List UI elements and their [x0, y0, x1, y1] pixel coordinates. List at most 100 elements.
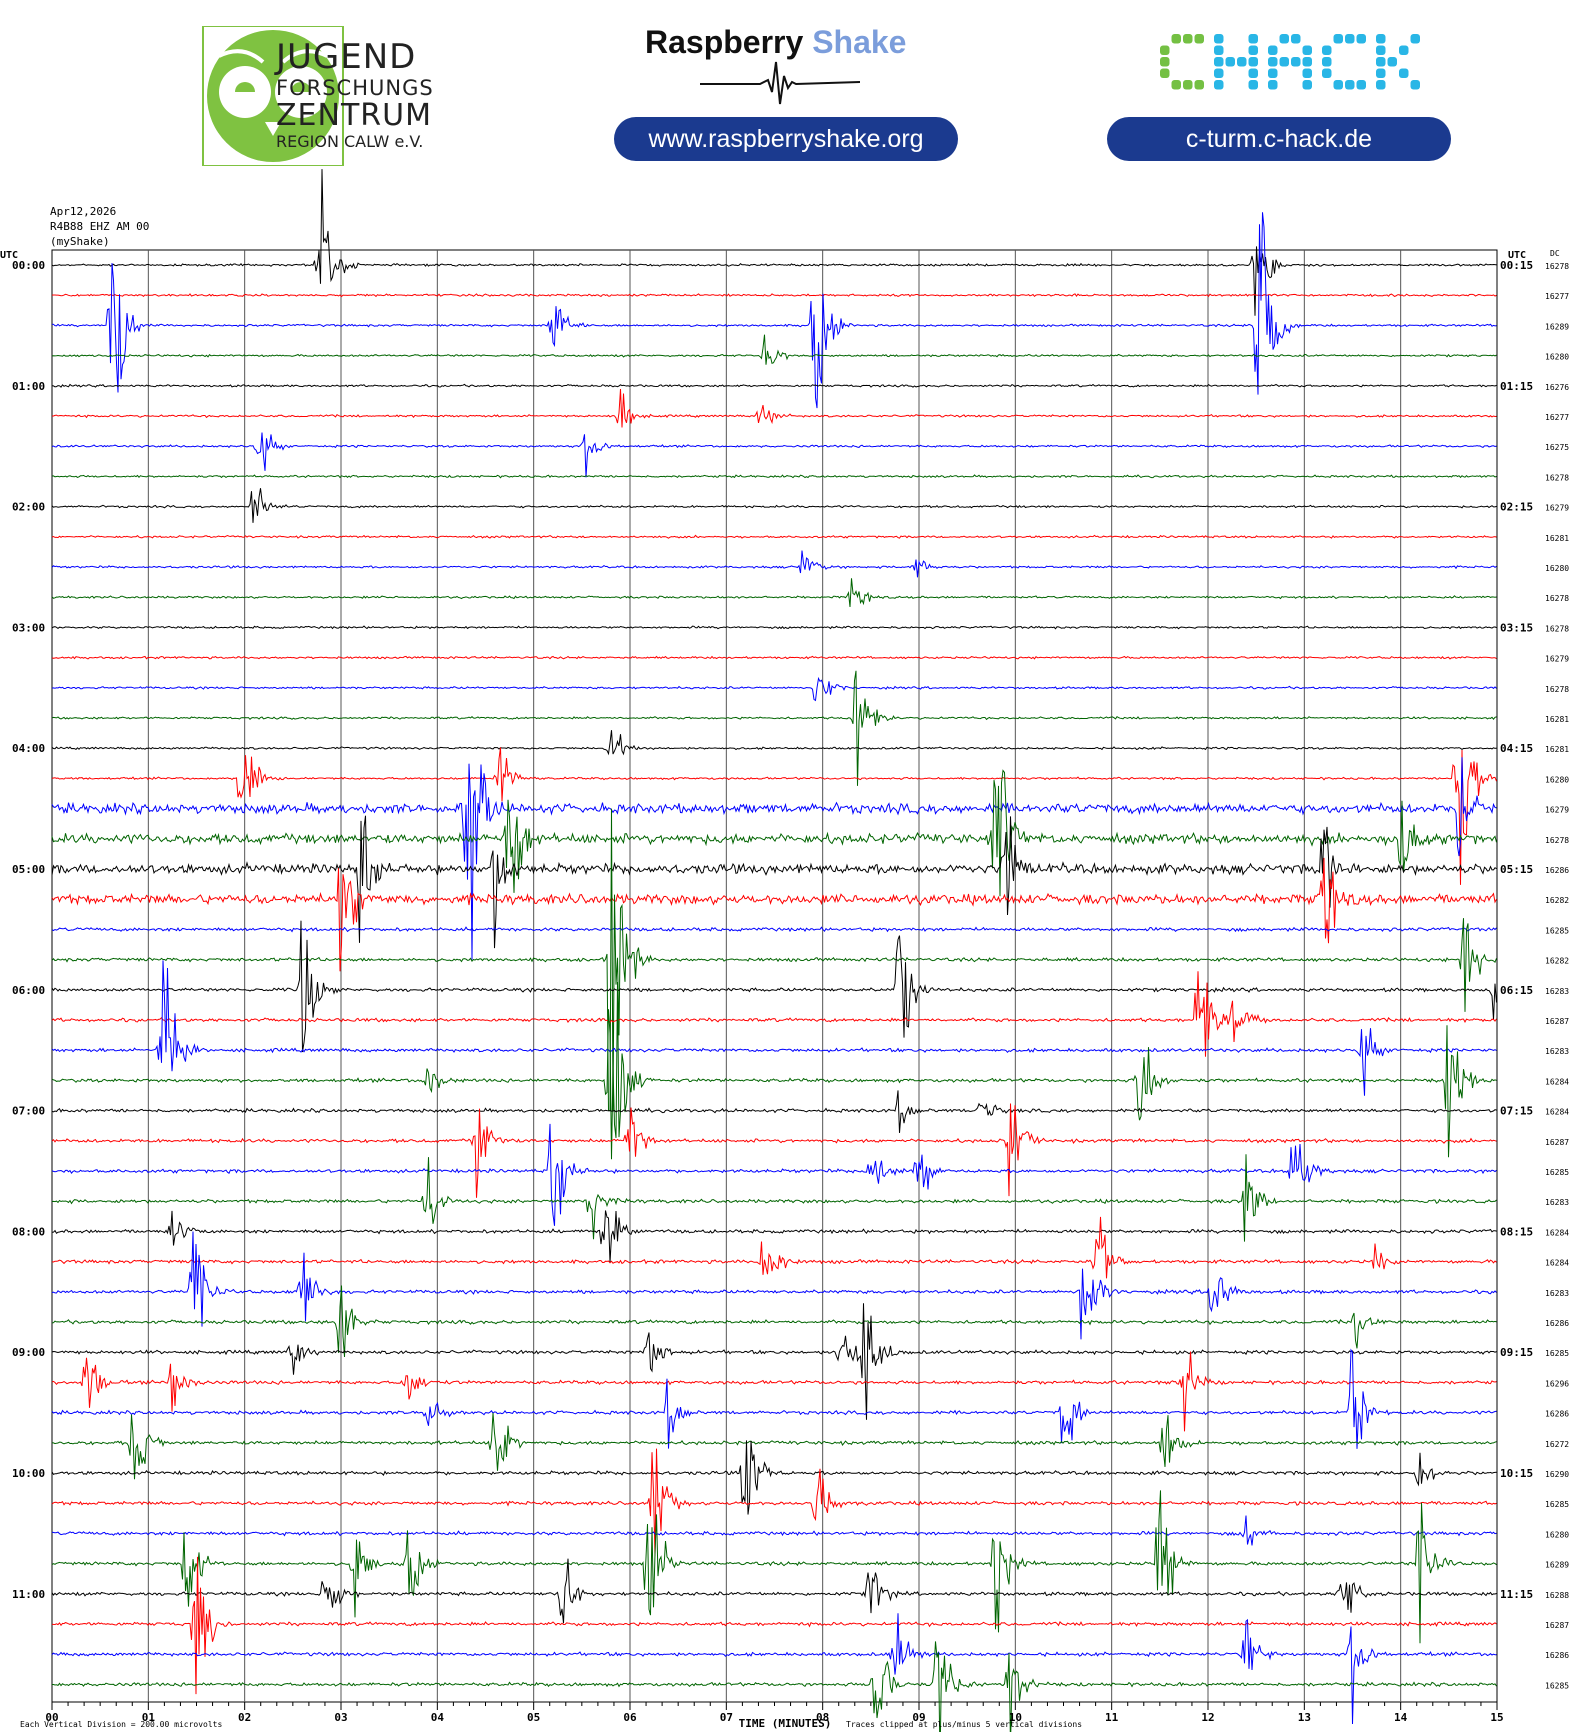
dc-value: 16275: [1545, 443, 1569, 452]
trace-row-39: [51, 1412, 1497, 1480]
chack-url[interactable]: c-turm.c-hack.de: [1107, 117, 1451, 161]
dc-value: 16281: [1545, 745, 1569, 754]
dc-value: 16279: [1545, 504, 1569, 513]
chack-logo: [1160, 34, 1420, 90]
dc-value: 16286: [1545, 1651, 1569, 1660]
trace-row-31: [51, 1154, 1497, 1242]
chack-dot: [1356, 34, 1366, 44]
trace-row-19: [51, 769, 1497, 897]
left-hour-label: 01:00: [12, 380, 45, 393]
trace-row-29: [51, 1103, 1497, 1198]
chack-dot: [1291, 34, 1301, 44]
trace-row-17: [51, 747, 1497, 885]
x-tick-label: 02: [238, 1711, 251, 1724]
trace-row-37: [51, 1351, 1497, 1432]
right-hour-label: 06:15: [1500, 984, 1533, 997]
dc-value: 16283: [1545, 1289, 1569, 1298]
rs-name-part1: Raspberry: [645, 24, 804, 60]
chack-dot: [1160, 68, 1170, 78]
right-hour-label: 04:15: [1500, 742, 1533, 755]
footer-right: Traces clipped at plus/minus 5 vertical …: [846, 1720, 1082, 1729]
trace-row-11: [51, 578, 1497, 608]
dc-value: 16285: [1545, 926, 1569, 935]
trace-row-44: [51, 1558, 1497, 1624]
dc-value: 16279: [1545, 655, 1569, 664]
chack-dot: [1302, 45, 1312, 55]
jfz-line1: JUGEND: [276, 37, 417, 77]
dc-value: 16282: [1545, 896, 1569, 905]
chack-dot: [1171, 34, 1181, 44]
trace-row-7: [51, 474, 1497, 479]
dc-value: 16286: [1545, 1410, 1569, 1419]
trace-row-21: [51, 857, 1497, 972]
chack-dot: [1160, 57, 1170, 67]
right-hour-label: 00:15: [1500, 259, 1533, 272]
chack-dot: [1399, 68, 1409, 78]
chack-dot: [1399, 45, 1409, 55]
x-tick-label: 00: [45, 1711, 58, 1724]
right-hour-label: 07:15: [1500, 1105, 1533, 1118]
trace-row-10: [51, 550, 1497, 578]
chack-dot: [1333, 34, 1343, 44]
x-tick-label: 07: [720, 1711, 733, 1724]
left-hour-label: 04:00: [12, 742, 45, 755]
dc-value: 16296: [1545, 1379, 1569, 1388]
dc-value: 16278: [1545, 685, 1569, 694]
trace-row-3: [51, 334, 1497, 365]
dc-value: 16281: [1545, 715, 1569, 724]
chack-dot: [1214, 34, 1224, 44]
chack-dot: [1248, 45, 1258, 55]
raspberryshake-url[interactable]: www.raspberryshake.org: [614, 117, 958, 161]
chack-dot: [1302, 57, 1312, 67]
chack-dot: [1268, 57, 1278, 67]
trace-row-12: [51, 625, 1497, 630]
chack-dot: [1333, 80, 1343, 90]
left-hour-label: 02:00: [12, 501, 45, 514]
chack-dot: [1248, 80, 1258, 90]
dc-value: 16290: [1545, 1470, 1569, 1479]
left-hour-label: 08:00: [12, 1225, 45, 1238]
dc-value: 16289: [1545, 322, 1569, 331]
chart-info: Apr12,2026 R4B88 EHZ AM 00 (myShake): [50, 204, 149, 249]
dc-value: 16287: [1545, 1621, 1569, 1630]
chack-dot: [1387, 57, 1397, 67]
chack-dot: [1376, 80, 1386, 90]
trace-row-35: [51, 1285, 1497, 1358]
trace-row-2: [51, 212, 1497, 409]
trace-row-42: [51, 1515, 1497, 1546]
chack-dot: [1302, 68, 1312, 78]
chack-dot: [1302, 80, 1312, 90]
rs-name-part2: Shake: [812, 24, 907, 60]
dc-value: 16279: [1545, 806, 1569, 815]
trace-row-36: [51, 1303, 1497, 1420]
x-tick-label: 04: [431, 1711, 445, 1724]
dc-value: 16280: [1545, 1530, 1569, 1539]
x-tick-label: 12: [1201, 1711, 1214, 1724]
trace-row-45: [51, 1556, 1497, 1695]
trace-row-32: [51, 1210, 1497, 1263]
trace-row-0: [51, 169, 1497, 316]
jfz-line4: REGION CALW e.V.: [276, 132, 424, 151]
chack-dot: [1194, 80, 1204, 90]
dc-value: 16280: [1545, 564, 1569, 573]
chack-dot: [1214, 80, 1224, 90]
chack-dot: [1214, 45, 1224, 55]
trace-row-34: [51, 1231, 1497, 1340]
chack-dot: [1248, 34, 1258, 44]
chack-dot: [1322, 57, 1332, 67]
right-hour-label: 09:15: [1500, 1346, 1533, 1359]
trace-row-24: [51, 920, 1497, 1053]
chart-labels: 16278 16277 16289 16280 16276 16277 16275 16278…: [0, 249, 1569, 1730]
dc-value: 16283: [1545, 1198, 1569, 1207]
dc-value: 16277: [1545, 413, 1569, 422]
right-hour-label: 11:15: [1500, 1588, 1533, 1601]
x-tick-label: 14: [1394, 1711, 1408, 1724]
left-hour-label: 10:00: [12, 1467, 45, 1480]
chack-dot: [1225, 57, 1235, 67]
trace-row-4: [51, 383, 1497, 388]
left-hour-label: 09:00: [12, 1346, 45, 1359]
dc-value: 16278: [1545, 624, 1569, 633]
dc-value: 16287: [1545, 1138, 1569, 1147]
chack-dot: [1268, 68, 1278, 78]
chack-dot: [1279, 57, 1289, 67]
